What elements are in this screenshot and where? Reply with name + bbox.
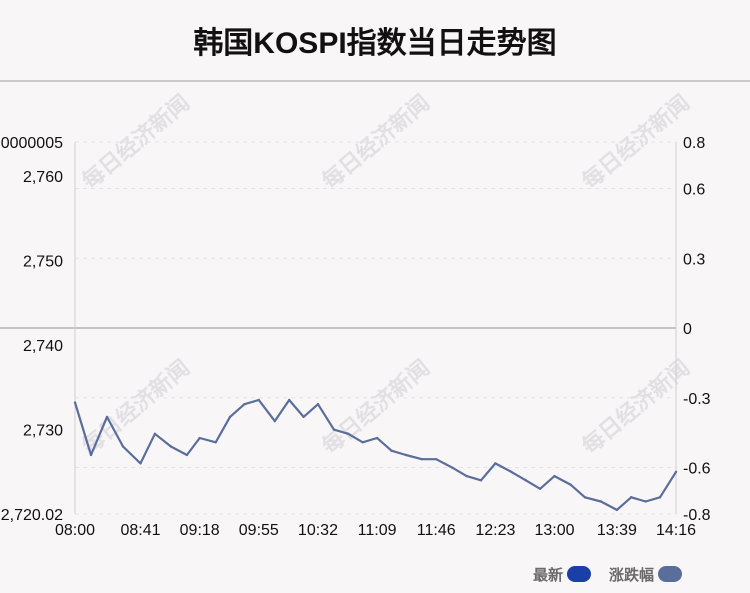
right-tick-label: -0.6 [683, 461, 711, 478]
series-point [332, 428, 336, 431]
series-point [375, 436, 379, 440]
series-point [674, 470, 678, 474]
x-axis-ticks: 08:00 08:41 09:18 09:55 10:32 11:09 11:46 12:23… [55, 522, 696, 539]
series-point [105, 415, 109, 419]
series-point [553, 474, 556, 478]
legend-change: 涨跌幅 [609, 563, 683, 585]
series-point [524, 479, 527, 482]
series-point [121, 445, 125, 448]
series-point [538, 487, 542, 490]
watermark-text: 每日经济新闻 [317, 355, 435, 460]
series-point [465, 474, 468, 478]
x-tick-label: 09:55 [239, 522, 279, 539]
x-tick-label: 12:23 [475, 522, 515, 539]
left-tick-label: 2,750 [23, 253, 63, 270]
grid-lines [0, 141, 676, 515]
left-tick-label: 2,720.02 [1, 507, 63, 524]
series-point [630, 496, 633, 499]
x-tick-label: 14:16 [656, 522, 696, 539]
legend-latest-swatch [567, 566, 592, 582]
left-tick-label: 0000005 [1, 135, 63, 152]
series-point [139, 462, 142, 465]
x-tick-label: 09:18 [180, 522, 220, 539]
series-point [214, 441, 217, 444]
series-point [599, 500, 603, 503]
series-point [228, 415, 232, 419]
series-point [420, 457, 424, 461]
x-tick-label: 08:41 [121, 522, 161, 539]
series-point [198, 436, 201, 440]
series-point [273, 419, 277, 423]
x-tick-label: 10:32 [298, 522, 338, 539]
series-point [390, 449, 393, 452]
left-tick-label: 2,760 [23, 169, 63, 186]
right-tick-label: 0.8 [683, 135, 705, 152]
series-point [316, 403, 320, 406]
left-tick-label: 2,730 [23, 423, 63, 440]
right-tick-label: 0.6 [683, 182, 705, 199]
series-point [169, 445, 173, 448]
series-point [404, 453, 408, 457]
x-tick-label: 11:09 [358, 522, 397, 539]
x-tick-label: 11:46 [417, 522, 456, 539]
series-point [615, 508, 619, 512]
series-point [302, 415, 305, 419]
series-point [510, 470, 513, 474]
title-divider [0, 80, 750, 82]
series-point [479, 479, 483, 482]
axes [74, 142, 677, 514]
series-point [569, 483, 572, 486]
series-point [361, 441, 364, 444]
left-axis-ticks: 2,720.02 2,730 2,740 2,750 2,760 0000005 [1, 135, 63, 524]
legend-change-swatch [658, 566, 683, 582]
right-tick-label: 0 [683, 321, 692, 338]
series-point [494, 462, 497, 465]
right-tick-label: -0.8 [683, 507, 711, 524]
series-point [243, 403, 246, 406]
series-point [658, 496, 662, 499]
x-tick-label: 13:00 [534, 522, 574, 539]
series-point [73, 401, 77, 404]
series-point [153, 432, 157, 436]
left-tick-label: 2,740 [23, 338, 63, 355]
x-tick-label: 08:00 [55, 522, 95, 539]
series-point [451, 466, 454, 469]
series-point [185, 453, 189, 457]
legend-latest: 最新 [533, 563, 592, 585]
series-point [644, 500, 647, 503]
series-point [347, 432, 350, 436]
series-point [89, 453, 93, 457]
series-point [435, 457, 438, 461]
x-tick-label: 13:39 [597, 522, 637, 539]
series-point [583, 496, 587, 499]
series-point [257, 398, 261, 402]
legend-latest-label: 最新 [533, 566, 564, 584]
right-axis-ticks: -0.8 -0.6 -0.3 0 0.3 0.6 0.8 [683, 135, 711, 524]
series-point [287, 398, 291, 402]
series-layer [73, 398, 678, 512]
legend-change-label: 涨跌幅 [609, 566, 655, 584]
right-tick-label: -0.3 [683, 391, 711, 408]
chart-title: 韩国KOSPI指数当日走势图 [193, 27, 557, 60]
right-tick-label: 0.3 [683, 251, 705, 268]
watermark-text: 每日经济新闻 [577, 355, 695, 460]
